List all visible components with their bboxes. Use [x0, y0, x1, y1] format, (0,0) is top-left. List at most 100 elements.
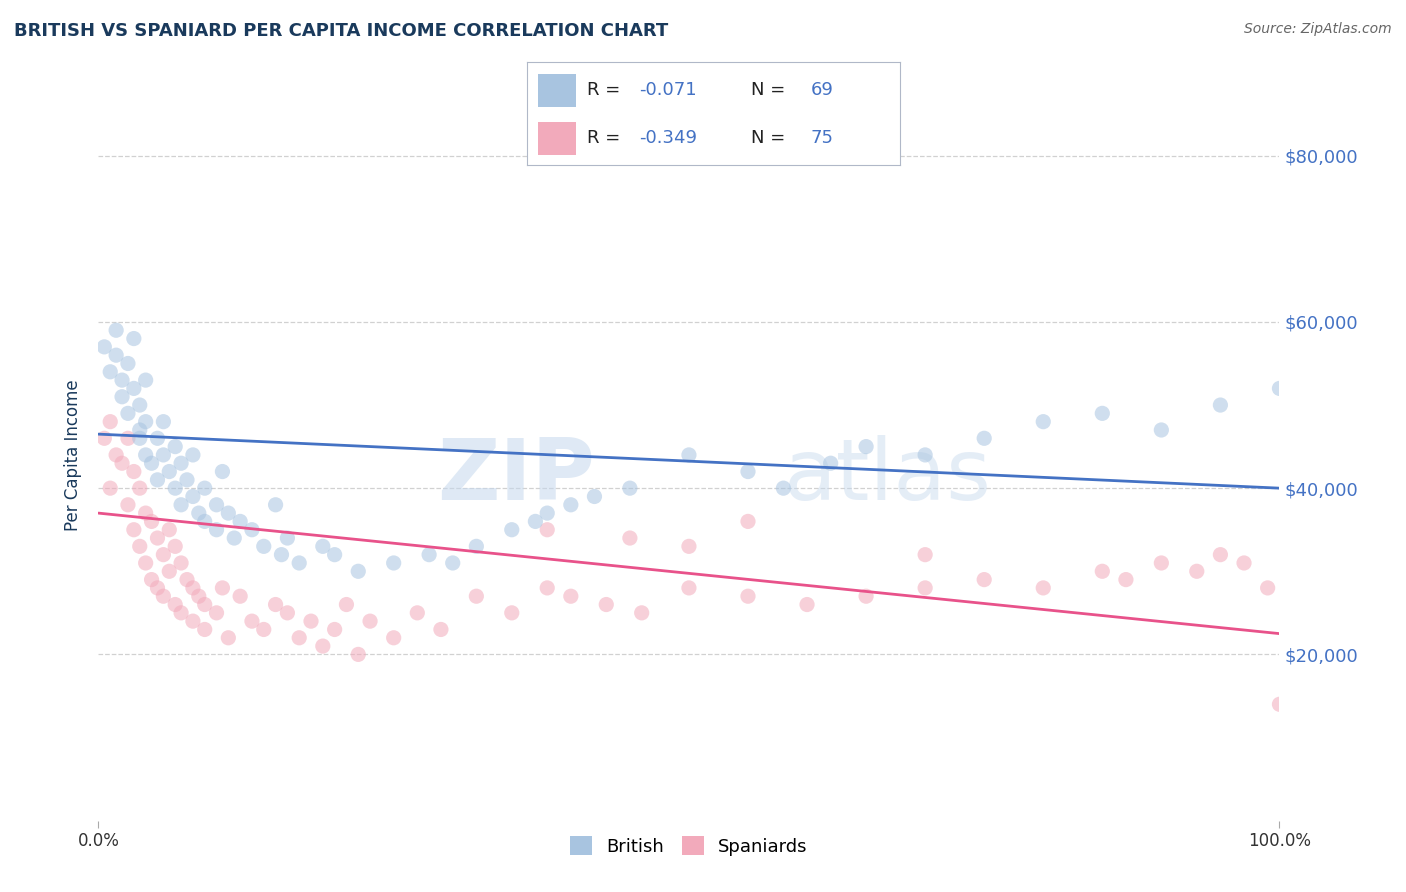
- Point: [288, 631, 311, 645]
- Point: [211, 581, 233, 595]
- Point: [737, 465, 759, 479]
- Point: [1233, 556, 1256, 570]
- Point: [194, 598, 217, 612]
- Point: [135, 556, 157, 570]
- Text: N =: N =: [751, 81, 790, 99]
- Point: [430, 623, 453, 637]
- Point: [276, 606, 298, 620]
- Point: [347, 648, 370, 662]
- Point: [157, 523, 180, 537]
- Point: [382, 556, 405, 570]
- Point: [973, 431, 995, 445]
- Point: [973, 573, 995, 587]
- Point: [465, 589, 488, 603]
- Point: [135, 373, 157, 387]
- Point: [1257, 581, 1279, 595]
- Point: [418, 548, 440, 562]
- Point: [122, 332, 145, 346]
- Point: [122, 523, 145, 537]
- Text: R =: R =: [586, 81, 626, 99]
- Point: [583, 490, 606, 504]
- Point: [98, 481, 121, 495]
- Point: [796, 598, 818, 612]
- Point: [406, 606, 429, 620]
- Point: [152, 448, 174, 462]
- Point: [312, 539, 335, 553]
- Point: [152, 589, 174, 603]
- Point: [1268, 698, 1291, 712]
- Point: [205, 498, 228, 512]
- Text: -0.071: -0.071: [640, 81, 696, 99]
- FancyBboxPatch shape: [538, 122, 575, 155]
- Point: [122, 381, 145, 395]
- Point: [165, 598, 187, 612]
- Text: ZIP: ZIP: [437, 435, 595, 518]
- Point: [181, 490, 204, 504]
- Point: [536, 581, 558, 595]
- Point: [240, 614, 263, 628]
- Point: [165, 539, 187, 553]
- Point: [111, 390, 134, 404]
- Point: [229, 589, 252, 603]
- Point: [181, 448, 204, 462]
- Point: [288, 556, 311, 570]
- Point: [170, 456, 193, 470]
- Point: [93, 340, 115, 354]
- Point: [264, 598, 287, 612]
- Point: [181, 581, 204, 595]
- Text: R =: R =: [586, 129, 626, 147]
- Point: [678, 581, 700, 595]
- Point: [630, 606, 652, 620]
- Point: [347, 564, 370, 578]
- Point: [276, 531, 298, 545]
- Point: [501, 606, 523, 620]
- Point: [105, 348, 128, 362]
- Point: [1091, 564, 1114, 578]
- Text: 69: 69: [810, 81, 834, 99]
- Point: [359, 614, 381, 628]
- Point: [128, 539, 150, 553]
- Point: [1032, 581, 1054, 595]
- Point: [536, 523, 558, 537]
- Point: [382, 631, 405, 645]
- Point: [772, 481, 794, 495]
- Point: [441, 556, 464, 570]
- Point: [146, 473, 169, 487]
- Point: [465, 539, 488, 553]
- Point: [176, 473, 198, 487]
- Point: [181, 614, 204, 628]
- Point: [111, 456, 134, 470]
- Point: [737, 515, 759, 529]
- Point: [93, 431, 115, 445]
- Point: [1209, 548, 1232, 562]
- Point: [820, 456, 842, 470]
- Point: [1091, 406, 1114, 420]
- Point: [194, 623, 217, 637]
- Point: [105, 448, 128, 462]
- Point: [678, 448, 700, 462]
- Y-axis label: Per Capita Income: Per Capita Income: [65, 379, 83, 531]
- Point: [141, 515, 163, 529]
- Point: [165, 440, 187, 454]
- Point: [152, 415, 174, 429]
- Point: [914, 448, 936, 462]
- Text: -0.349: -0.349: [640, 129, 697, 147]
- Point: [157, 465, 180, 479]
- Point: [264, 498, 287, 512]
- Point: [170, 606, 193, 620]
- Text: Source: ZipAtlas.com: Source: ZipAtlas.com: [1244, 22, 1392, 37]
- Point: [914, 548, 936, 562]
- Point: [135, 506, 157, 520]
- Point: [141, 573, 163, 587]
- Point: [914, 581, 936, 595]
- Point: [253, 623, 276, 637]
- Legend: British, Spaniards: British, Spaniards: [562, 829, 815, 863]
- Point: [141, 456, 163, 470]
- Point: [1115, 573, 1137, 587]
- Point: [1150, 423, 1173, 437]
- Point: [170, 556, 193, 570]
- Point: [619, 481, 641, 495]
- Point: [135, 448, 157, 462]
- Point: [165, 481, 187, 495]
- Point: [111, 373, 134, 387]
